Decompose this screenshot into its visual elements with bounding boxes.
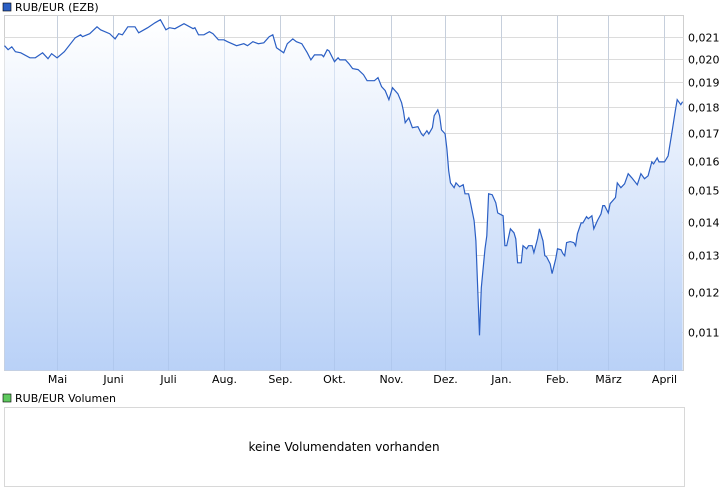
no-volume-message: keine Volumendaten vorhanden bbox=[248, 440, 439, 454]
y-tick-label: 0,016 bbox=[688, 156, 720, 169]
y-tick-label: 0,013 bbox=[688, 250, 720, 263]
x-tick-label: Aug. bbox=[212, 373, 237, 386]
x-tick-label: Juni bbox=[102, 373, 123, 386]
vertical-grid-overlay bbox=[57, 15, 665, 371]
x-tick-label: Sep. bbox=[268, 373, 292, 386]
y-tick-label: 0,014 bbox=[688, 217, 720, 230]
legend-label: RUB/EUR (EZB) bbox=[15, 1, 99, 14]
volume-legend-label: RUB/EUR Volumen bbox=[15, 392, 116, 405]
x-tick-label: Dez. bbox=[433, 373, 458, 386]
y-tick-label: 0,015 bbox=[688, 185, 720, 198]
price-legend: RUB/EUR (EZB) bbox=[2, 1, 99, 14]
x-tick-label: Nov. bbox=[379, 373, 403, 386]
x-tick-label: Jan. bbox=[490, 373, 511, 386]
legend-swatch bbox=[2, 2, 12, 12]
x-tick-label: Okt. bbox=[323, 373, 346, 386]
x-tick-label: Mai bbox=[48, 373, 67, 386]
y-tick-label: 0,021 bbox=[688, 32, 720, 45]
y-tick-label: 0,019 bbox=[688, 77, 720, 90]
volume-legend-swatch bbox=[2, 393, 12, 403]
volume-legend: RUB/EUR Volumen bbox=[2, 392, 116, 405]
x-tick-label: März bbox=[595, 373, 622, 386]
series-line bbox=[4, 18, 684, 336]
y-tick-label: 0,011 bbox=[688, 327, 720, 340]
y-tick-label: 0,012 bbox=[688, 287, 720, 300]
y-tick-label: 0,020 bbox=[688, 54, 720, 67]
x-tick-label: Feb. bbox=[546, 373, 569, 386]
y-tick-label: 0,017 bbox=[688, 128, 720, 141]
x-tick-label: April bbox=[652, 373, 677, 386]
series-area bbox=[4, 19, 683, 371]
x-axis: Mai Juni Juli Aug. Sep. Okt. Nov. Dez. Jan. Feb. M… bbox=[48, 373, 677, 386]
volume-panel bbox=[4, 407, 685, 487]
y-tick-label: 0,018 bbox=[688, 102, 720, 115]
y-axis: 0,021 0,020 0,019 0,018 0,017 0,016 0,015 0,014… bbox=[688, 32, 720, 340]
x-tick-label: Juli bbox=[159, 373, 176, 386]
